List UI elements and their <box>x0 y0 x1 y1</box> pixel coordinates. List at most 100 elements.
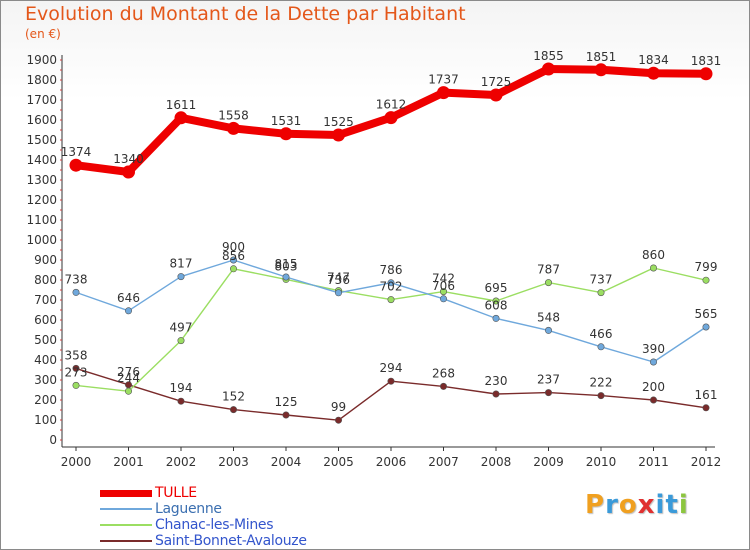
data-point <box>702 323 710 331</box>
y-tick-label: 600 <box>34 313 57 327</box>
data-label: 194 <box>170 381 193 395</box>
x-tick-label: 2008 <box>481 455 512 469</box>
y-tick-label: 1500 <box>26 133 57 147</box>
data-point <box>437 86 450 100</box>
data-label: 237 <box>537 373 560 387</box>
legend-label: Chanac-les-Mines <box>155 517 274 533</box>
data-point <box>597 343 605 351</box>
data-point <box>230 256 238 264</box>
y-tick-label: 300 <box>34 373 57 387</box>
data-label: 222 <box>590 376 613 390</box>
data-label: 152 <box>222 390 245 404</box>
data-point <box>177 397 185 405</box>
logo-letter: o <box>618 490 638 520</box>
legend-swatch <box>100 508 152 510</box>
y-tick-label: 1000 <box>26 233 57 247</box>
data-label: 294 <box>380 361 403 375</box>
data-label: 856 <box>222 249 245 263</box>
y-tick-label: 1300 <box>26 173 57 187</box>
y-tick-label: 1100 <box>26 213 57 227</box>
chart-subtitle: (en €) <box>25 27 61 41</box>
y-tick-label: 1900 <box>26 53 57 67</box>
data-label: 161 <box>695 388 718 402</box>
legend-label: TULLE <box>155 485 197 501</box>
data-label: 390 <box>642 342 665 356</box>
legend-swatch <box>100 524 152 526</box>
proxiti-logo: Proxiti <box>585 490 689 520</box>
data-label: 1831 <box>691 54 722 68</box>
data-label: 200 <box>642 380 665 394</box>
legend-swatch <box>100 489 152 497</box>
data-label: 1612 <box>376 98 407 112</box>
logo-letter: x <box>637 490 656 520</box>
data-point <box>387 296 395 304</box>
legend-item: Saint-Bonnet-Avalouze <box>100 533 307 549</box>
data-point <box>174 111 188 125</box>
x-tick-label: 2009 <box>533 455 564 469</box>
data-point <box>387 279 395 287</box>
logo-letter: r <box>605 490 619 520</box>
data-point <box>334 289 342 297</box>
data-label: 1725 <box>481 75 512 89</box>
data-label: 276 <box>117 365 140 379</box>
y-tick-label: 1600 <box>26 113 57 127</box>
data-point <box>69 158 83 172</box>
data-point <box>544 279 552 287</box>
data-point <box>492 297 500 305</box>
data-label: 803 <box>275 259 298 273</box>
legend-item: TULLE <box>100 485 197 501</box>
y-tick-label: 700 <box>34 293 57 307</box>
y-tick-label: 400 <box>34 353 57 367</box>
data-point <box>334 416 342 424</box>
x-tick-label: 2004 <box>271 455 302 469</box>
data-label: 747 <box>327 271 350 285</box>
data-label: 273 <box>65 365 88 379</box>
data-point <box>649 358 657 366</box>
data-point <box>439 295 447 303</box>
legend-label: Saint-Bonnet-Avalouze <box>155 533 307 549</box>
data-point <box>492 390 500 398</box>
y-tick-label: 100 <box>34 413 57 427</box>
y-tick-label: 1800 <box>26 73 57 87</box>
data-point <box>544 389 552 397</box>
data-point <box>649 396 657 404</box>
data-point <box>177 273 185 281</box>
data-label: 268 <box>432 366 455 380</box>
x-tick-label: 2003 <box>218 455 249 469</box>
x-tick-label: 2002 <box>166 455 197 469</box>
x-tick-label: 2012 <box>691 455 722 469</box>
data-label: 737 <box>590 273 613 287</box>
data-label: 786 <box>380 263 403 277</box>
data-label: 1851 <box>586 50 617 64</box>
data-point <box>597 289 605 297</box>
data-point <box>387 377 395 385</box>
data-point <box>542 62 555 76</box>
data-label: 817 <box>170 257 193 271</box>
logo-letter: i <box>655 490 666 520</box>
data-label: 1525 <box>323 115 354 129</box>
data-point <box>72 288 80 296</box>
data-label: 1855 <box>533 49 564 63</box>
data-label: 548 <box>537 310 560 324</box>
data-label: 787 <box>537 263 560 277</box>
data-point <box>384 111 398 125</box>
data-point <box>699 67 713 81</box>
data-label: 1531 <box>271 114 302 128</box>
data-point <box>72 381 80 389</box>
data-label: 1834 <box>638 53 669 67</box>
data-label: 1611 <box>166 98 197 112</box>
logo-letter: P <box>585 490 606 520</box>
logo-letter: i <box>678 490 689 520</box>
y-tick-label: 800 <box>34 273 57 287</box>
data-label: 646 <box>117 291 140 305</box>
data-label: 736 <box>327 273 350 287</box>
data-point <box>489 88 503 102</box>
logo-letter: t <box>665 490 679 520</box>
data-label: 742 <box>432 272 455 286</box>
data-point <box>72 364 80 372</box>
y-tick-label: 900 <box>34 253 57 267</box>
x-tick-label: 2001 <box>113 455 144 469</box>
legend-item: Chanac-les-Mines <box>100 517 274 533</box>
